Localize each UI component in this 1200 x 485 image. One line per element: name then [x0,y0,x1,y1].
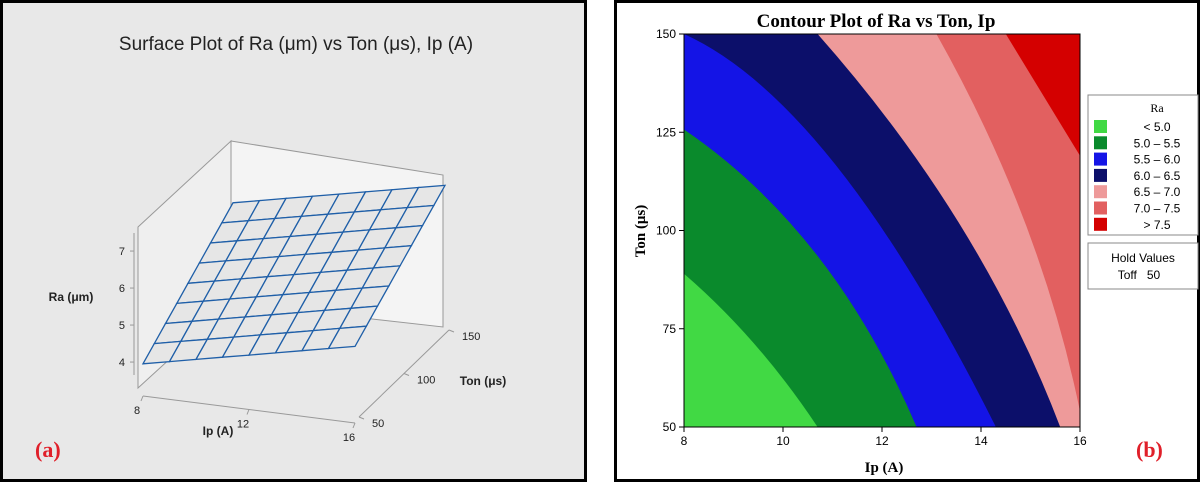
hold-values-box [1087,242,1199,290]
x-tick-label: 12 [237,419,249,431]
x-tick-mark [140,395,144,402]
contour-x-tick-label: 16 [1073,434,1087,448]
legend-label: 6.5 – 7.0 [1134,185,1181,199]
x-tick-label: 8 [134,405,140,417]
x-axis-ticks: 8 12 16 [134,395,356,444]
y-axis-label: Ton (μs) [460,374,506,388]
x-axis-label: Ip (A) [203,424,234,438]
surface-cell [327,325,368,350]
hold-values-value: Toff 50 [1118,268,1161,282]
contour-y-tick-label: 100 [656,224,676,238]
contour-band [684,34,917,427]
contour-y-tick-label: 75 [663,322,677,336]
contour-y-tick-label: 150 [656,27,676,41]
y-tick-mark [403,373,410,376]
y-tick-mark [448,329,455,333]
legend-swatch [1094,152,1107,166]
contour-fill-group [684,34,1080,427]
legend-label: 6.0 – 6.5 [1134,169,1181,183]
contour-plot-title: Contour Plot of Ra vs Ton, Ip [757,11,996,32]
contour-regions [684,34,1080,427]
contour-y-ticks: 50 75 100 125 150 [656,27,684,434]
legend-label: > 7.5 [1143,218,1170,232]
contour-y-tick-label: 50 [663,420,677,434]
legend-items: < 5.0 5.0 – 5.5 5.5 – 6.0 6.0 – 6.5 6.5 – 7.… [1094,120,1181,232]
z-tick-label: 5 [119,320,125,332]
legend-swatch [1094,185,1107,199]
legend-label: 5.5 – 6.0 [1134,153,1181,167]
x-tick-mark [246,409,250,415]
contour-plot-panel: Contour Plot of Ra vs Ton, Ip 8 10 12 14 16 … [614,0,1200,482]
y-axis-ticks: 50 100 150 [358,329,480,430]
z-tick-label: 6 [119,283,125,295]
y-tick-label: 100 [417,375,435,387]
legend-swatch [1094,217,1107,231]
legend-label: < 5.0 [1143,120,1170,134]
surface-plot-svg: Surface Plot of Ra (μm) vs Ton (μs), Ip … [35,34,506,462]
surface-mesh [141,184,447,365]
panel-a-label: (a) [35,437,61,462]
legend-swatch [1094,136,1107,150]
legend-swatch [1094,120,1107,133]
y-tick-mark [358,416,365,420]
z-axis-ticks: 4 5 6 7 [119,246,134,369]
contour-x-tick-label: 10 [776,434,790,448]
legend-label: 5.0 – 5.5 [1134,136,1181,150]
z-tick-label: 7 [119,246,125,258]
z-axis-label: Ra (μm) [49,290,94,304]
x-tick-mark [352,422,356,429]
surface-plot-panel: Surface Plot of Ra (μm) vs Ton (μs), Ip … [0,0,587,482]
legend-swatch [1094,201,1107,215]
y-tick-label: 50 [372,418,384,430]
contour-x-tick-label: 14 [974,434,988,448]
contour-plot-svg: Contour Plot of Ra vs Ton, Ip 8 10 12 14 16 … [633,11,1199,476]
x-tick-label: 16 [343,432,355,444]
z-tick-label: 4 [119,357,125,369]
contour-band [684,34,818,427]
legend-title: Ra [1150,101,1164,115]
hold-values-title: Hold Values [1111,251,1175,265]
contour-x-ticks: 8 10 12 14 16 [681,427,1087,448]
legend-label: 7.0 – 7.5 [1134,202,1181,216]
contour-y-axis-label: Ton (μs) [633,205,649,258]
legend-swatch [1094,168,1107,182]
surface-plot-title: Surface Plot of Ra (μm) vs Ton (μs), Ip … [119,34,473,55]
contour-y-tick-label: 125 [656,125,676,139]
y-tick-label: 150 [462,331,480,343]
contour-x-tick-label: 12 [875,434,889,448]
contour-x-axis-label: Ip (A) [865,460,904,476]
panel-b-label: (b) [1136,437,1163,462]
contour-x-tick-label: 8 [681,434,688,448]
